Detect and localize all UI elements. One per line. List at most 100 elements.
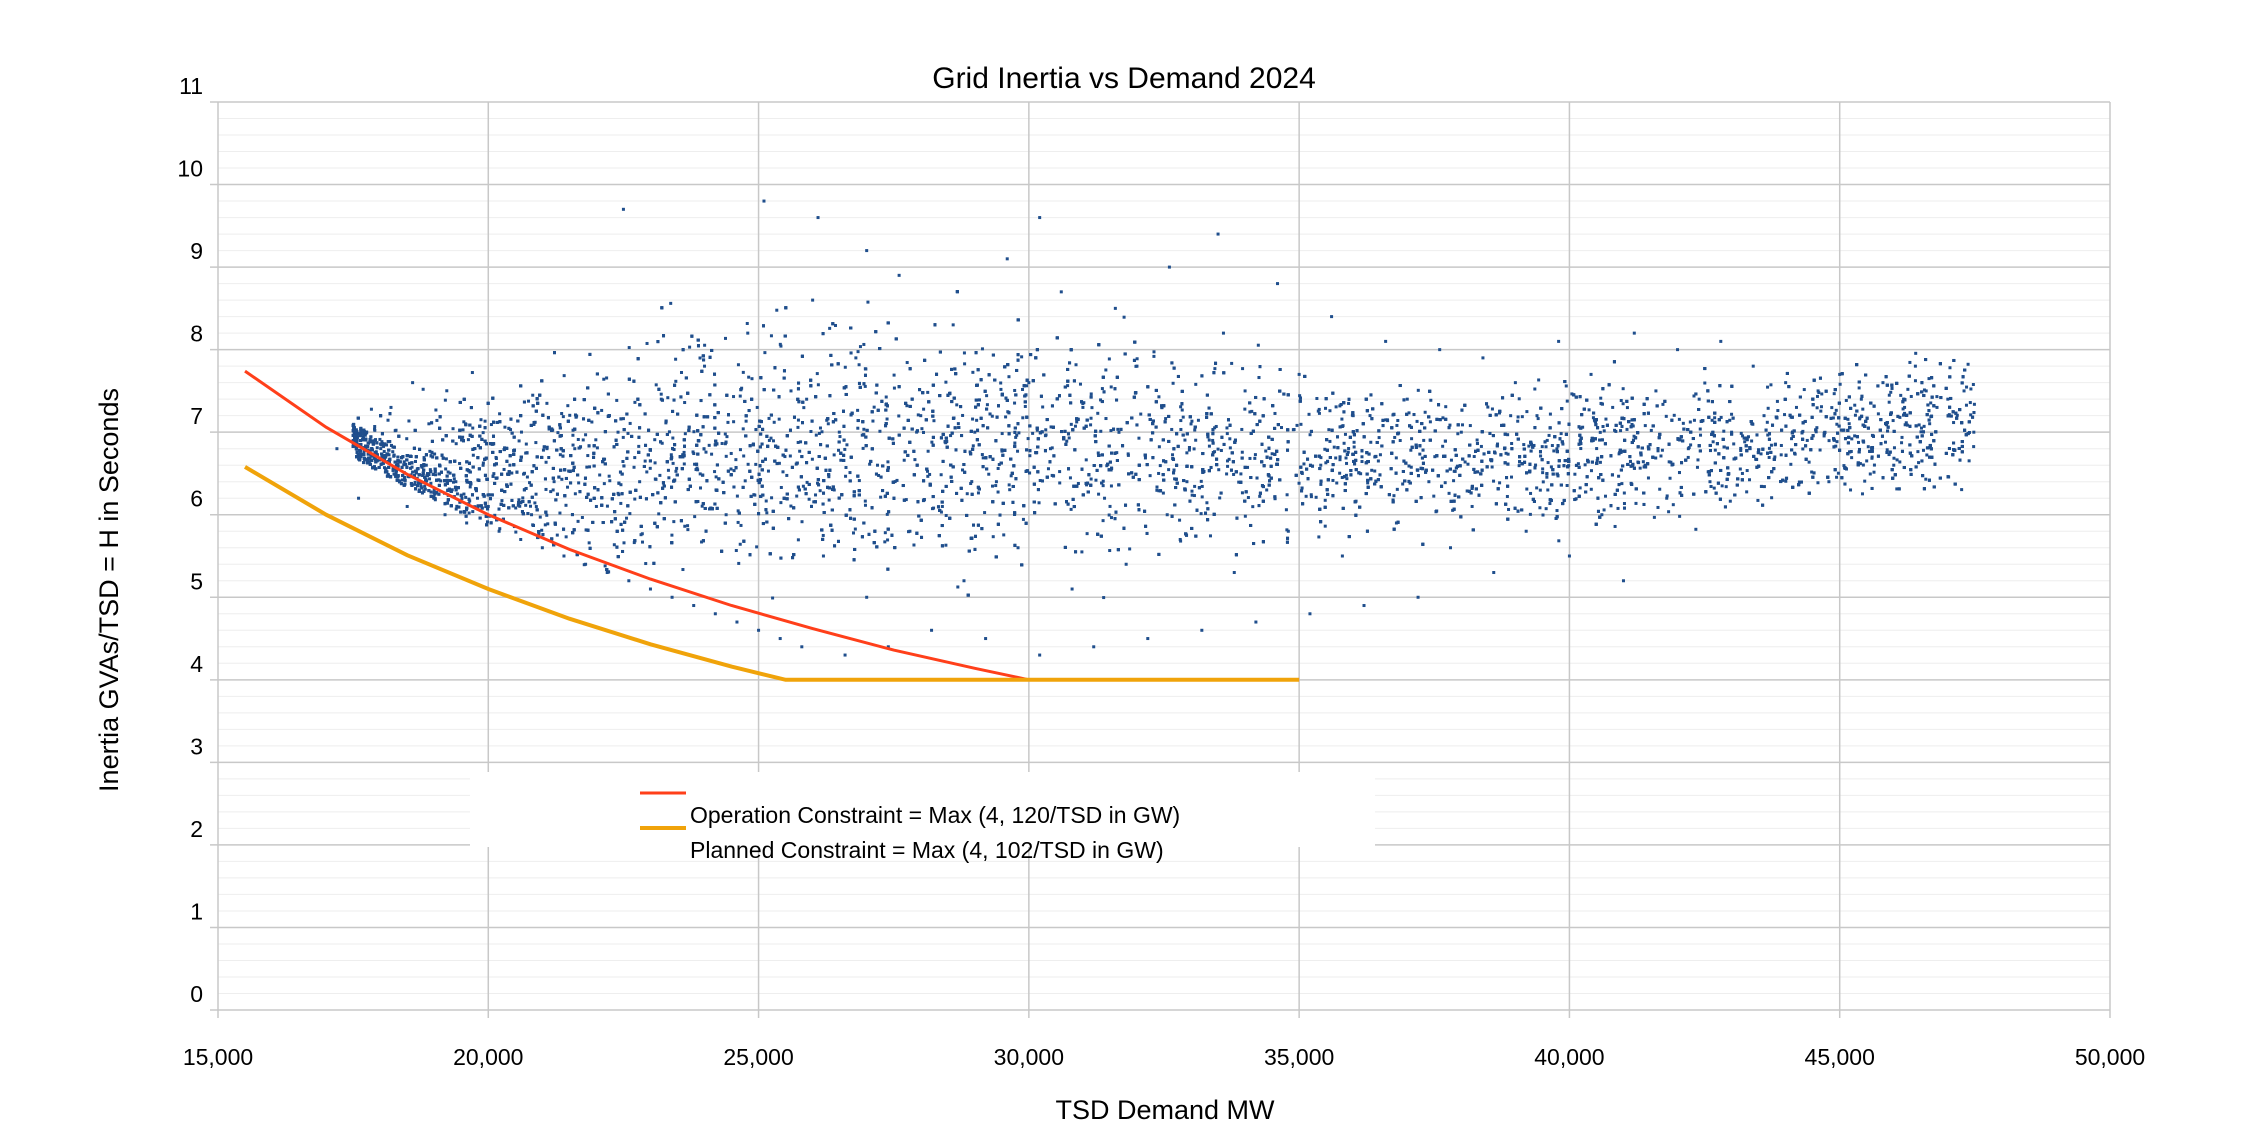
scatter-point (817, 383, 820, 386)
scatter-point (526, 476, 529, 479)
scatter-point (1661, 403, 1664, 406)
scatter-point (1079, 383, 1082, 386)
scatter-point (818, 432, 821, 435)
scatter-point (524, 504, 527, 507)
scatter-point (444, 399, 447, 402)
scatter-point (1193, 429, 1196, 432)
scatter-point (1654, 389, 1657, 392)
scatter-point (1109, 429, 1112, 432)
scatter-point (563, 374, 566, 377)
scatter-point (779, 637, 782, 640)
scatter-point (628, 512, 631, 515)
scatter-point (1345, 456, 1348, 459)
scatter-point (1678, 515, 1681, 518)
scatter-point (695, 468, 698, 471)
scatter-point (646, 342, 649, 345)
scatter-point (848, 471, 851, 474)
scatter-point (465, 521, 468, 524)
scatter-point (1739, 468, 1742, 471)
scatter-point (545, 514, 548, 517)
scatter-point (411, 381, 414, 384)
scatter-point (1614, 430, 1617, 433)
scatter-point (1510, 476, 1513, 479)
scatter-point (498, 527, 501, 530)
scatter-point (898, 274, 901, 277)
scatter-point (1714, 449, 1717, 452)
scatter-point (1551, 444, 1554, 447)
scatter-point (1923, 425, 1926, 428)
scatter-point (1888, 394, 1891, 397)
scatter-point (1545, 445, 1548, 448)
scatter-point (1218, 496, 1221, 499)
scatter-point (710, 453, 713, 456)
scatter-point (1286, 493, 1289, 496)
scatter-point (725, 455, 728, 458)
scatter-point (1857, 441, 1860, 444)
scatter-point (560, 478, 563, 481)
scatter-point (927, 450, 930, 453)
scatter-point (1693, 419, 1696, 422)
scatter-point (1149, 474, 1152, 477)
scatter-point (1179, 405, 1182, 408)
scatter-point (1537, 378, 1540, 381)
scatter-point (1109, 505, 1112, 508)
scatter-point (744, 479, 747, 482)
scatter-point (1604, 495, 1607, 498)
scatter-point (608, 475, 611, 478)
scatter-point (1557, 340, 1560, 343)
scatter-point (539, 516, 542, 519)
scatter-point (1547, 461, 1550, 464)
scatter-point (1806, 439, 1809, 442)
scatter-point (1827, 480, 1830, 483)
scatter-point (1625, 428, 1628, 431)
scatter-point (886, 460, 889, 463)
scatter-point (1816, 406, 1819, 409)
scatter-point (1166, 513, 1169, 516)
scatter-point (838, 431, 841, 434)
scatter-point (1522, 443, 1525, 446)
scatter-point (444, 513, 447, 516)
scatter-point (1417, 389, 1420, 392)
scatter-point (1393, 436, 1396, 439)
scatter-point (1893, 446, 1896, 449)
scatter-point (1271, 452, 1274, 455)
scatter-point (772, 439, 775, 442)
scatter-point (1190, 490, 1193, 493)
scatter-point (482, 464, 485, 467)
scatter-point (547, 456, 550, 459)
scatter-point (1075, 420, 1078, 423)
scatter-point (1584, 463, 1587, 466)
scatter-point (955, 403, 958, 406)
scatter-point (1168, 266, 1171, 269)
scatter-point (626, 432, 629, 435)
scatter-point (1867, 445, 1870, 448)
scatter-point (822, 534, 825, 537)
scatter-point (1776, 409, 1779, 412)
scatter-point (1305, 495, 1308, 498)
scatter-point (1334, 456, 1337, 459)
scatter-point (1850, 456, 1853, 459)
scatter-point (1201, 495, 1204, 498)
scatter-point (1623, 492, 1626, 495)
scatter-point (671, 437, 674, 440)
scatter-point (503, 468, 506, 471)
scatter-point (1535, 414, 1538, 417)
scatter-point (739, 543, 742, 546)
scatter-point (1324, 499, 1327, 502)
scatter-point (1808, 461, 1811, 464)
scatter-point (732, 420, 735, 423)
scatter-point (633, 456, 636, 459)
scatter-point (858, 479, 861, 482)
scatter-point (1108, 514, 1111, 517)
scatter-point (871, 420, 874, 423)
scatter-point (1521, 415, 1524, 418)
scatter-point (1518, 397, 1521, 400)
scatter-point (1146, 637, 1149, 640)
scatter-point (1438, 348, 1441, 351)
scatter-point (1617, 475, 1620, 478)
scatter-point (966, 492, 969, 495)
scatter-point (961, 414, 964, 417)
scatter-point (1784, 480, 1787, 483)
scatter-point (839, 459, 842, 462)
